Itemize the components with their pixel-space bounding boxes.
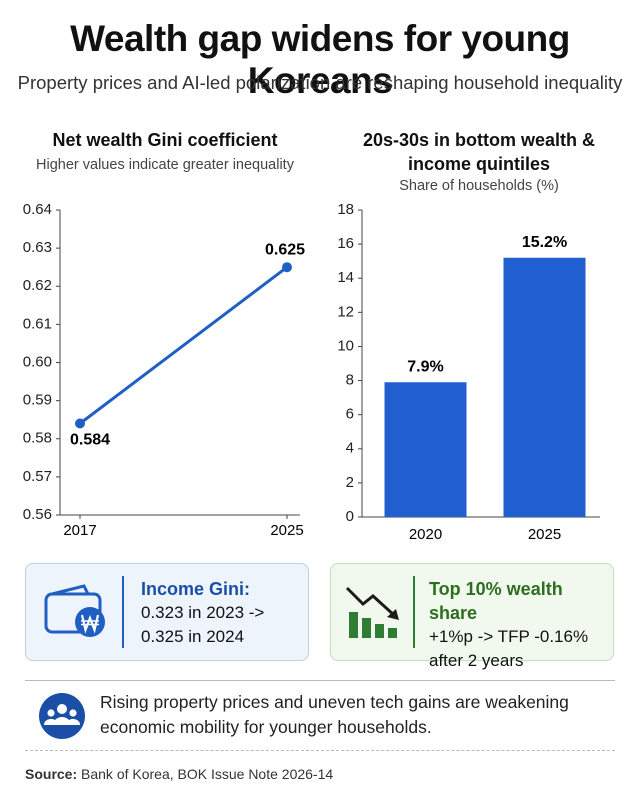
page-subtitle: Property prices and AI-led polarization … bbox=[17, 72, 623, 93]
data-label: 15.2% bbox=[522, 234, 567, 251]
y-tick-label: 10 bbox=[337, 337, 354, 354]
y-tick-label: 0.58 bbox=[23, 430, 52, 447]
x-tick-label: 2025 bbox=[528, 526, 561, 543]
card-line: +1%p -> TFP -0.16% bbox=[429, 627, 589, 646]
data-label: 0.584 bbox=[70, 432, 110, 449]
card: Income Gini: 0.323 in 2023 -> 0.325 in 2… bbox=[25, 563, 309, 661]
y-tick-label: 14 bbox=[337, 269, 354, 286]
card-divider bbox=[413, 576, 415, 648]
y-tick-label: 0.61 bbox=[23, 315, 52, 332]
chart-subtitle: Share of households (%) bbox=[399, 178, 559, 194]
bar bbox=[503, 257, 586, 517]
x-tick-label: 2020 bbox=[409, 526, 442, 543]
source-text: Bank of Korea, BOK Issue Note 2026-14 bbox=[81, 766, 334, 782]
note: Rising property prices and uneven tech g… bbox=[100, 692, 569, 737]
y-tick-label: 2 bbox=[346, 474, 354, 491]
data-label: 7.9% bbox=[407, 358, 443, 375]
card-text: Income Gini: 0.323 in 2023 -> 0.325 in 2… bbox=[141, 577, 306, 649]
y-tick-label: 6 bbox=[346, 406, 354, 423]
y-tick-label: 18 bbox=[337, 201, 354, 218]
card-divider bbox=[122, 576, 124, 648]
divider bbox=[25, 680, 615, 681]
card: Top 10% wealth share +1%p -> TFP -0.16% … bbox=[330, 563, 614, 670]
divider bbox=[25, 750, 615, 751]
card-line: 0.323 in 2023 -> bbox=[141, 603, 265, 622]
chart-title: Net wealth Gini coefficient bbox=[52, 130, 278, 150]
card-line: after 2 years bbox=[429, 651, 524, 670]
page-title: Wealth gap widens for young Koreans bbox=[70, 18, 570, 101]
people-icon bbox=[39, 693, 85, 739]
chart-subtitle: Higher values indicate greater inequalit… bbox=[36, 157, 294, 173]
y-tick-label: 16 bbox=[337, 235, 354, 252]
x-tick-label: 2017 bbox=[63, 522, 96, 539]
y-tick-label: 0.56 bbox=[23, 506, 52, 523]
chart-title: 20s-30s in bottom wealth & income quinti… bbox=[362, 130, 596, 174]
point bbox=[75, 418, 85, 429]
source: Source: Bank of Korea, BOK Issue Note 20… bbox=[25, 766, 333, 782]
y-tick-label: 0.57 bbox=[23, 468, 52, 485]
data-label: 0.625 bbox=[265, 241, 305, 258]
y-tick-label: 0.64 bbox=[23, 201, 52, 218]
card-text: Top 10% wealth share +1%p -> TFP -0.16% … bbox=[429, 577, 611, 673]
y-tick-label: 0 bbox=[346, 508, 354, 525]
line bbox=[79, 265, 288, 425]
bar bbox=[384, 382, 467, 517]
card-title: Top 10% wealth share bbox=[429, 579, 563, 623]
y-tick-label: 0.62 bbox=[23, 277, 52, 294]
card-title: Income Gini: bbox=[141, 579, 251, 599]
y-tick-label: 4 bbox=[346, 440, 354, 457]
source-label: Source: bbox=[25, 766, 78, 782]
y-tick-label: 8 bbox=[346, 372, 354, 389]
y-tick-label: 0.59 bbox=[23, 392, 52, 409]
y-tick-label: 0.60 bbox=[23, 353, 52, 370]
point bbox=[282, 262, 292, 273]
decline-icon bbox=[345, 586, 399, 638]
charts: 0.56 0.57 0.58 0.59 0.60 0.61 0.62 0.63 0.64 2017… bbox=[23, 201, 600, 543]
wallet-icon bbox=[44, 584, 105, 637]
y-tick-label: 0.63 bbox=[23, 239, 52, 256]
x-tick-label: 2025 bbox=[270, 522, 303, 539]
y-tick-label: 12 bbox=[337, 303, 354, 320]
card-line: 0.325 in 2024 bbox=[141, 627, 245, 646]
